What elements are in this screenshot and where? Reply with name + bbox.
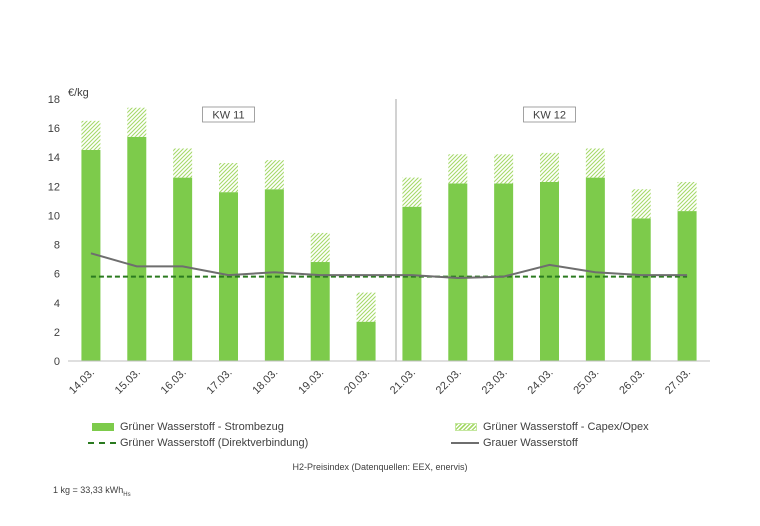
week-label-box — [523, 106, 576, 123]
bar-strombezug — [310, 262, 330, 361]
x-tick-label: 23.03. — [480, 367, 510, 397]
x-tick-label: 25.03. — [571, 367, 601, 397]
legend-label-strombezug: Grüner Wasserstoff - Strombezug — [120, 421, 284, 433]
bar-strombezug — [127, 136, 147, 361]
bar-strombezug — [540, 181, 559, 361]
y-tick-label: 8 — [54, 240, 60, 252]
x-tick-label: 22.03. — [434, 367, 464, 397]
legend-swatch-solid — [92, 423, 114, 431]
bar-strombezug — [585, 177, 605, 361]
bar-capex-opex — [585, 148, 605, 178]
legend-item-capex-opex: Grüner Wasserstoff - Capex/Opex — [455, 421, 649, 433]
legend-label-grauer: Grauer Wasserstoff — [483, 437, 578, 449]
bar-capex-opex — [219, 163, 238, 193]
bar-strombezug — [677, 211, 697, 361]
bar-capex-opex — [631, 189, 651, 219]
legend-item-direktverbindung: Grüner Wasserstoff (Direktverbindung) — [88, 437, 308, 449]
y-axis-ticks: 0 2 4 6 8 10 12 14 16 18 — [48, 94, 60, 368]
y-tick-label: 14 — [48, 152, 60, 164]
bar-capex-opex — [127, 107, 147, 137]
x-tick-label: 14.03. — [67, 367, 97, 397]
y-tick-label: 6 — [54, 269, 60, 281]
week-label-box — [202, 106, 255, 123]
y-axis-unit: €/kg — [68, 87, 89, 99]
legend-swatch-hatched — [455, 423, 477, 431]
y-tick-label: 2 — [54, 327, 60, 339]
bar-strombezug — [264, 189, 284, 361]
unit-note-sub: Hs — [123, 491, 131, 498]
y-tick-label: 18 — [48, 94, 60, 106]
week-labels: KW 11 KW 12 — [202, 106, 576, 123]
x-tick-label: 15.03. — [113, 367, 143, 397]
unit-note-text: 1 kg = 33,33 kWh — [53, 485, 124, 495]
x-tick-label: 17.03. — [205, 367, 235, 397]
bar-capex-opex — [448, 154, 468, 184]
bar-capex-opex — [677, 181, 697, 212]
legend-swatch-dashed — [88, 442, 116, 444]
legend-swatch-line — [451, 442, 479, 444]
bar-strombezug — [173, 177, 193, 361]
bar-capex-opex — [494, 154, 514, 184]
bar-strombezug — [402, 206, 422, 361]
line-grauer-wasserstoff — [90, 252, 688, 280]
bar-strombezug — [81, 149, 101, 361]
x-tick-label: 24.03. — [526, 367, 556, 397]
y-tick-label: 0 — [54, 356, 60, 368]
bar-strombezug — [448, 183, 468, 361]
bar-capex-opex — [81, 120, 101, 150]
x-tick-label: 20.03. — [342, 367, 372, 397]
x-tick-label: 26.03. — [617, 367, 647, 397]
x-tick-label: 16.03. — [159, 367, 189, 397]
bar-capex-opex — [356, 292, 376, 322]
y-tick-label: 16 — [48, 123, 60, 135]
bar-capex-opex — [402, 177, 422, 207]
x-tick-label: 18.03. — [250, 367, 280, 397]
unit-note: 1 kg = 33,33 kWhHs — [53, 485, 131, 498]
bar-strombezug — [631, 218, 651, 361]
x-tick-label: 21.03. — [388, 367, 418, 397]
week-label-text: KW 12 — [533, 110, 566, 122]
bar-capex-opex — [173, 148, 193, 178]
x-axis-ticks: 14.03. 15.03. 16.03. 17.03. 18.03. 19.03. 20.0… — [67, 367, 693, 397]
chart-caption: H2-Preisindex (Datenquellen: EEX, enervi… — [292, 462, 468, 472]
legend-label-direktverbindung: Grüner Wasserstoff (Direktverbindung) — [120, 437, 309, 449]
legend-item-grauer: Grauer Wasserstoff — [451, 437, 578, 449]
lines-group — [90, 252, 688, 280]
y-tick-label: 12 — [48, 181, 60, 193]
bar-capex-opex — [310, 232, 330, 263]
legend-label-capex-opex: Grüner Wasserstoff - Capex/Opex — [483, 421, 649, 433]
bar-capex-opex — [264, 160, 284, 190]
bars-group — [81, 107, 697, 361]
x-tick-label: 27.03. — [663, 367, 693, 397]
bar-capex-opex — [540, 152, 559, 182]
legend-item-strombezug: Grüner Wasserstoff - Strombezug — [92, 421, 284, 433]
x-tick-label: 19.03. — [296, 367, 326, 397]
week-label-text: KW 11 — [212, 110, 244, 122]
y-tick-label: 10 — [48, 210, 60, 222]
bar-strombezug — [356, 321, 376, 361]
y-tick-label: 4 — [54, 298, 60, 310]
bar-strombezug — [494, 183, 514, 361]
